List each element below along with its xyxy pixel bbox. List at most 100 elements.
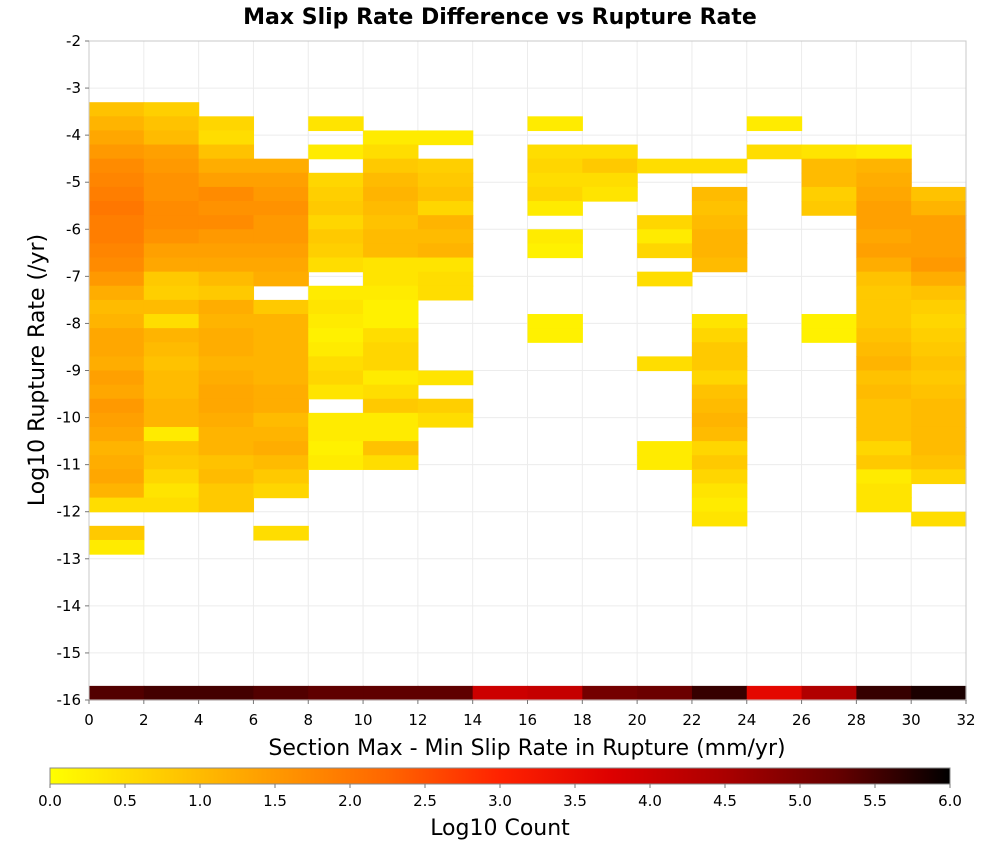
heatmap-cell-11-19 [691,483,748,499]
heatmap-cell-0-12 [89,271,145,287]
heatmap-cell-3-18 [253,426,309,442]
heatmap-cell-5-4 [363,186,419,202]
heatmap-cell-3-7 [253,257,309,273]
heatmap-cell-8-10 [527,685,583,701]
heatmap-cell-8-4 [527,186,583,202]
heatmap-cell-1-7 [143,201,200,216]
heatmap-cell-10-5 [637,356,693,372]
heatmap-cell-0-29 [89,525,145,541]
colorbar-tick-label-3: 1.5 [263,792,287,810]
heatmap-cell-4-20 [308,455,364,470]
heatmap-cell-14-12 [856,314,912,329]
heatmap-cell-5-5 [363,201,419,216]
heatmap-cell-0-7 [89,201,145,216]
colorbar-tick-label-9: 4.5 [713,792,737,810]
heatmap-cell-15-4 [911,243,967,259]
heatmap-cell-6-1 [417,158,474,174]
heatmap-cell-0-25 [89,455,145,470]
heatmap-cell-1-12 [143,271,200,287]
heatmap-cell-2-14 [198,314,255,329]
heatmap-cell-2-10 [198,257,255,273]
heatmap-cell-1-23 [143,426,200,442]
heatmap-cell-11-22 [691,685,748,701]
heatmap-cell-6-4 [417,201,474,216]
heatmap-cell-10-2 [637,229,693,245]
heatmap-cell-3-20 [253,455,309,470]
heatmap-cell-0-27 [89,483,145,499]
heatmap-cell-14-17 [856,384,912,400]
heatmap-cell-15-18 [911,441,967,456]
colorbar-tick-label-4: 2.0 [338,792,362,810]
heatmap-cell-11-4 [691,229,748,245]
heatmap-cell-14-18 [856,398,912,414]
y-tick-label-7: -9 [66,362,81,380]
heatmap-cell-0-26 [89,469,145,485]
heatmap-cell-3-12 [253,342,309,357]
heatmap-cell-0-30 [89,539,145,555]
x-axis-label: Section Max - Min Slip Rate in Rupture (… [268,736,785,761]
heatmap-cell-14-21 [856,441,912,456]
heatmap-cell-14-6 [856,229,912,245]
heatmap-cell-4-2 [308,172,364,188]
colorbar-tick-label-0: 0.0 [38,792,62,810]
heatmap-cell-2-22 [198,426,255,442]
x-tick-label-15: 30 [902,711,921,729]
x-tick-label-16: 32 [956,711,975,729]
heatmap-cell-2-21 [198,412,255,428]
colorbar-tick-label-10: 5.0 [788,792,812,810]
heatmap-cell-2-26 [198,483,255,499]
y-axis-label: Log10 Rupture Rate (/yr) [25,234,50,506]
heatmap-cell-5-20 [363,412,419,428]
heatmap-cell-6-13 [417,412,474,428]
heatmap-cell-15-9 [911,314,967,329]
heatmap-cell-3-10 [253,314,309,329]
heatmap-cell-15-20 [911,469,967,485]
heatmap-cell-2-27 [198,497,255,513]
heatmap-cell-4-4 [308,201,364,216]
heatmap-cell-14-8 [856,257,912,273]
heatmap-cell-9-4 [582,685,638,701]
heatmap-cell-0-22 [89,412,145,428]
heatmap-cell-5-15 [363,342,419,357]
heatmap-cell-0-28 [89,497,145,513]
colorbar-tick-label-12: 6.0 [938,792,962,810]
heatmap-cell-3-8 [253,271,309,287]
heatmap-cell-0-11 [89,257,145,273]
heatmap-cell-12-0 [746,116,803,132]
heatmap-cell-1-10 [143,243,200,259]
colorbar-tick-label-6: 3.0 [488,792,512,810]
heatmap-cell-5-22 [363,441,419,456]
heatmap-cell-10-4 [637,271,693,287]
heatmap-cell-15-8 [911,299,967,315]
heatmap-cell-14-23 [856,469,912,485]
heatmap-cell-0-31 [89,685,145,701]
x-axis-ticks: 0 2 4 6 8 10 12 14 16 18 20 22 24 26 28 30 32 [84,700,976,729]
heatmap-cell-9-2 [582,172,638,188]
heatmap-cell-8-0 [527,116,583,132]
heatmap-cell-10-6 [637,441,693,456]
heatmap-cell-14-24 [856,483,912,499]
heatmap-cell-3-6 [253,243,309,259]
heatmap-cell-6-14 [417,685,474,701]
heatmap-cell-5-14 [363,328,419,343]
heatmap-cell-14-10 [856,285,912,301]
heatmap-cell-10-0 [637,158,693,174]
heatmap-cell-2-2 [198,144,255,160]
x-tick-label-11: 22 [682,711,701,729]
x-tick-label-14: 28 [847,711,866,729]
heatmap-cell-9-0 [582,144,638,160]
heatmap-cell-0-23 [89,426,145,442]
heatmap-cell-11-15 [691,426,748,442]
heatmap-cell-0-24 [89,441,145,456]
heatmap-cell-15-1 [911,201,967,216]
heatmap-cell-0-10 [89,243,145,259]
heatmap-cell-8-7 [527,243,583,259]
heatmap-cell-5-19 [363,398,419,414]
heatmap-cell-0-6 [89,186,145,202]
heatmap-cell-6-12 [417,398,474,414]
heatmap-cell-13-6 [801,328,857,343]
heatmap-cell-5-18 [363,384,419,400]
heatmap-cell-2-20 [198,398,255,414]
heatmap-cell-13-7 [801,685,857,701]
heatmap-cell-1-16 [143,328,200,343]
